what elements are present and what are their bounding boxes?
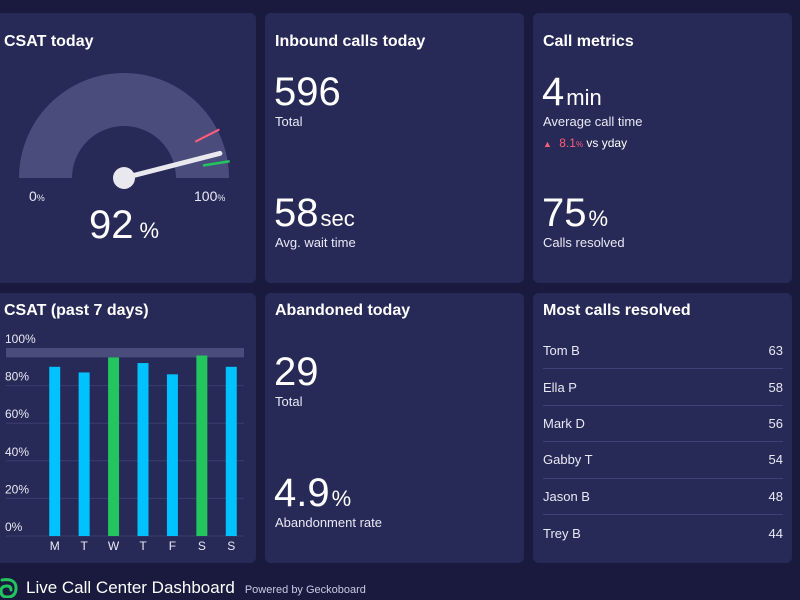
- gauge-needle: [121, 150, 223, 181]
- abandonment-rate-value: 4.9%: [274, 471, 352, 515]
- inbound-calls-title: Inbound calls today: [275, 33, 426, 50]
- x-tick-label: T: [80, 539, 88, 553]
- abandoned-total-value: 29: [274, 350, 319, 394]
- inbound-total-label: Total: [275, 114, 303, 129]
- bar: [78, 372, 90, 536]
- gauge-max-label: 100%: [194, 188, 226, 204]
- csat-value: 92%: [89, 203, 160, 247]
- x-tick-label: F: [169, 539, 176, 553]
- gauge-track: [19, 73, 229, 178]
- list-item: Gabby T 54: [543, 442, 783, 479]
- footer: Live Call Center Dashboard Powered by Ge…: [0, 576, 800, 600]
- x-tick-label: T: [139, 539, 147, 553]
- csat-7days-card: CSAT (past 7 days) 0% 20% 40% 60% 80% 100% M T W…: [0, 293, 256, 563]
- calls-resolved-value: 75%: [542, 191, 609, 235]
- csat-7days-title: CSAT (past 7 days): [4, 302, 149, 319]
- dashboard-title: Live Call Center Dashboard: [26, 578, 235, 597]
- gauge-green-marker: [202, 160, 230, 167]
- bar: [49, 366, 61, 536]
- x-tick-label: M: [50, 539, 60, 553]
- avg-wait-label: Avg. wait time: [275, 235, 356, 250]
- y-tick-label: 60%: [5, 407, 29, 421]
- list-item: Jason B 48: [543, 479, 783, 515]
- gauge-min-label: 0%: [29, 188, 45, 204]
- list-item: Mark D 56: [543, 406, 783, 443]
- inbound-calls-card: Inbound calls today 596 Total 58sec Avg.…: [265, 13, 524, 283]
- gauge-hub: [113, 167, 135, 189]
- most-resolved-title: Most calls resolved: [543, 302, 691, 319]
- trend-up-icon: ▲: [543, 139, 552, 149]
- avg-call-time-label: Average call time: [543, 114, 643, 129]
- list-item: Tom B 63: [543, 333, 783, 370]
- powered-by: Powered by Geckoboard: [244, 583, 366, 596]
- y-tick-label: 100%: [5, 332, 36, 346]
- call-time-trend: ▲ 8.1% vs yday: [543, 136, 628, 150]
- x-tick-label: S: [198, 539, 206, 553]
- bar: [108, 357, 120, 536]
- abandoned-total-label: Total: [275, 394, 303, 409]
- call-metrics-card: Call metrics 4min Average call time ▲ 8.…: [533, 13, 792, 283]
- x-tick-label: S: [227, 539, 235, 553]
- y-tick-label: 20%: [5, 482, 29, 496]
- bar: [166, 374, 178, 536]
- bar: [225, 366, 237, 536]
- bar: [137, 363, 149, 536]
- abandonment-rate-label: Abandonment rate: [275, 515, 382, 530]
- most-resolved-list: Tom B 63 Ella P 58 Mark D 56 Gabby T 54 Jaso…: [543, 333, 783, 551]
- y-tick-label: 40%: [5, 445, 29, 459]
- bar: [196, 355, 208, 536]
- x-tick-label: W: [108, 539, 120, 553]
- gauge-red-marker: [194, 128, 220, 143]
- y-tick-label: 80%: [5, 370, 29, 384]
- avg-wait-value: 58sec: [274, 191, 355, 235]
- y-tick-label: 0%: [5, 520, 23, 534]
- abandoned-title: Abandoned today: [275, 302, 411, 319]
- csat-today-title: CSAT today: [4, 33, 94, 50]
- geckoboard-logo-icon: [0, 578, 18, 598]
- avg-call-time-value: 4min: [542, 70, 602, 114]
- most-resolved-card: Most calls resolved Tom B 63 Ella P 58 Mar…: [533, 293, 792, 563]
- call-metrics-title: Call metrics: [543, 33, 634, 50]
- list-item: Ella P 58: [543, 369, 783, 406]
- abandoned-card: Abandoned today 29 Total 4.9% Abandonmen…: [265, 293, 524, 563]
- csat-gauge: [19, 73, 230, 189]
- inbound-total-value: 596: [274, 70, 341, 114]
- calls-resolved-label: Calls resolved: [543, 235, 625, 250]
- target-band: [6, 348, 244, 358]
- list-item: Trey B 44: [543, 525, 783, 541]
- csat-7days-chart: 0% 20% 40% 60% 80% 100% M T W T F S S: [5, 332, 244, 553]
- csat-today-card: CSAT today 0% 100% 92%: [0, 13, 256, 283]
